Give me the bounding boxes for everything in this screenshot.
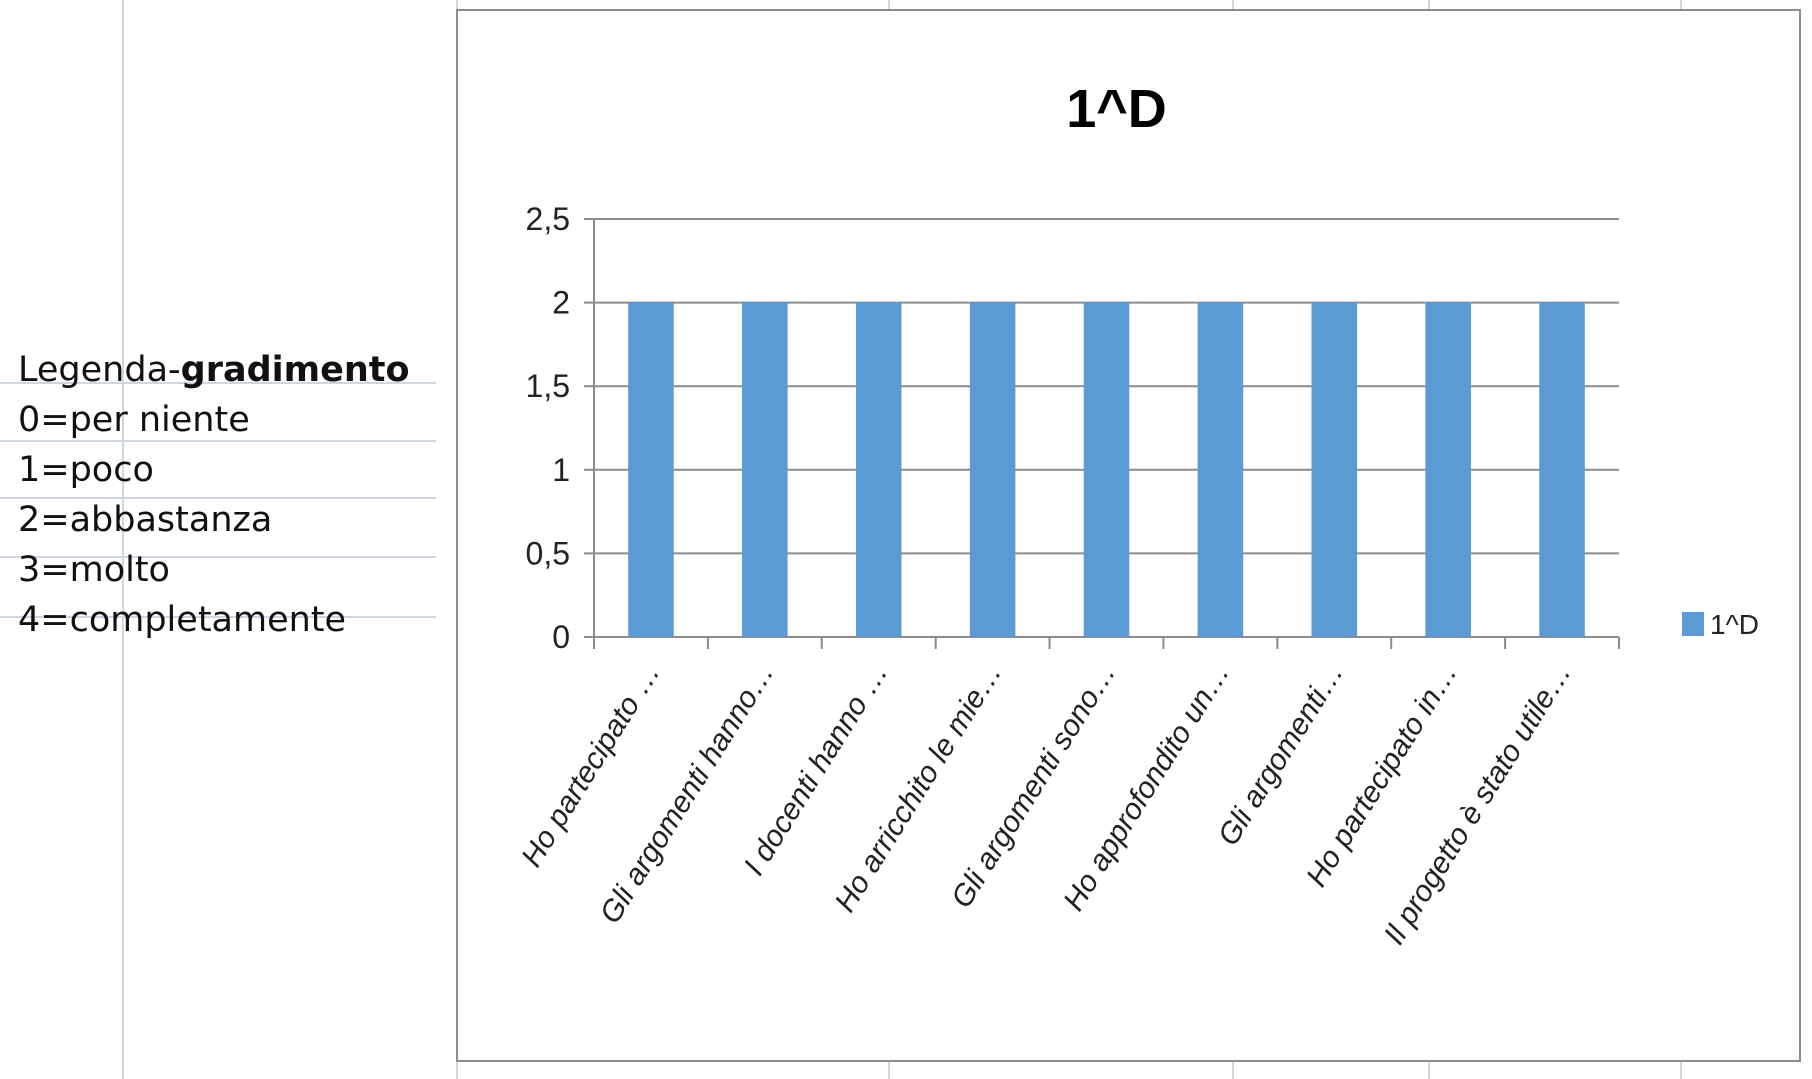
legenda-item: 2=abbastanza [18,500,273,540]
sheet-column-line [122,0,124,1079]
sheet-row-line [0,497,436,499]
legenda-item: 0=per niente [18,400,250,440]
legend-label: 1^D [1710,609,1759,640]
bar [1083,302,1130,637]
legenda-item: 3=molto [18,550,170,590]
y-tick-label: 2,5 [526,201,570,237]
sheet-row-line [0,556,436,558]
y-tick-label: 1,5 [526,368,570,404]
legenda-item: 1=poco [18,450,154,490]
legenda-block: Legenda-gradimento 0=per niente 1=poco 2… [18,345,410,645]
legend-swatch [1682,612,1704,636]
bar-chart: 1^D00,511,522,5Ho partecipato …Gli argom… [515,79,1759,950]
bar [1425,302,1471,637]
y-tick-label: 0,5 [526,535,570,571]
y-tick-label: 2 [552,285,570,321]
legenda-item: 4=completamente [18,600,347,640]
sheet-row-line [0,440,436,442]
y-tick-label: 1 [552,452,570,488]
legenda-title: Legenda-gradimento [18,345,410,395]
bar [628,302,674,637]
bar [1311,302,1358,637]
bar [1197,302,1244,637]
y-tick-label: 0 [552,619,570,655]
legenda-title-prefix: Legenda- [18,350,181,390]
bar [855,302,902,637]
sheet-row-line [0,616,436,618]
bar [969,302,1016,637]
x-category-label: Gli argomenti… [1212,657,1350,851]
bar [1539,302,1585,637]
chart-title: 1^D [1066,79,1167,139]
chart-container[interactable]: 1^D 0 0,5 1 1,5 2 2,5 Ho partecipato … Gli argom… [456,9,1801,1062]
sheet-row-line [0,382,436,384]
legenda-title-bold: gradimento [180,350,410,390]
bar [742,302,788,637]
